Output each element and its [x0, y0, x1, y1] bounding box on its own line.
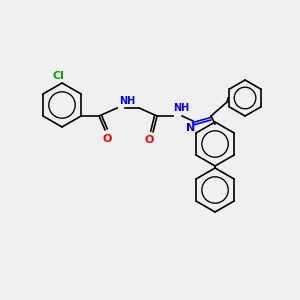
Text: NH: NH	[119, 96, 135, 106]
Text: O: O	[102, 134, 112, 144]
Text: N: N	[186, 123, 196, 133]
Text: NH: NH	[173, 103, 189, 113]
Text: O: O	[144, 135, 154, 145]
Text: Cl: Cl	[52, 71, 64, 81]
